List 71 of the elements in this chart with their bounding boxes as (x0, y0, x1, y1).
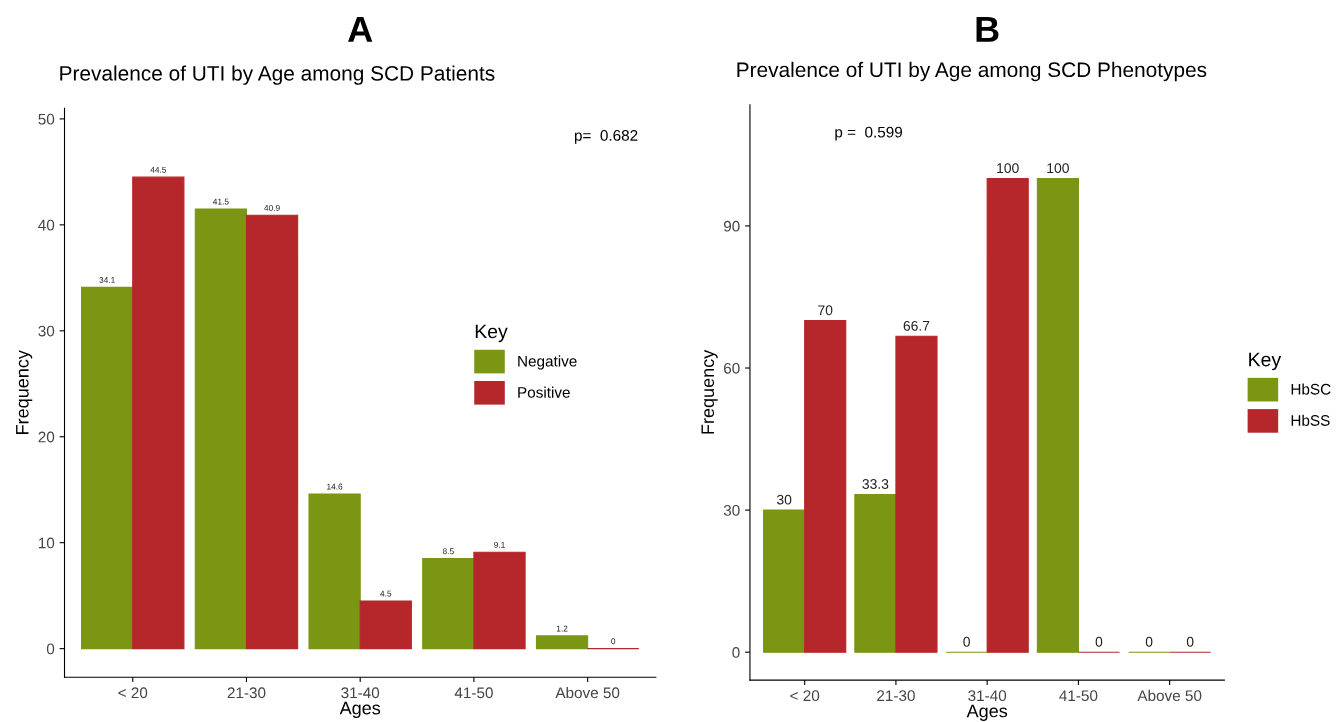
data-label: 100 (1047, 163, 1069, 174)
data-label: 8.5 (442, 548, 454, 555)
x-tick-label: 31-40 (341, 687, 380, 699)
legend-title: Key (1249, 352, 1282, 371)
data-label: 0 (1145, 636, 1153, 647)
bar (763, 509, 806, 653)
annotation: p = 0.599 (835, 126, 903, 141)
data-label: 44.5 (150, 166, 167, 173)
data-label: 9.1 (494, 541, 505, 548)
x-tick-label: < 20 (118, 687, 148, 699)
y-tick-label: 90 (723, 220, 740, 232)
y-tick-label: 30 (723, 504, 740, 516)
bar (132, 176, 185, 650)
bar (1036, 178, 1079, 653)
y-axis-title: Frequency (701, 349, 718, 434)
x-axis-title: Ages (966, 704, 1008, 721)
legend-label: Negative (518, 355, 577, 370)
legend-label: HbSS (1291, 414, 1330, 426)
x-tick-label: 21-30 (877, 690, 915, 702)
bar (535, 635, 589, 650)
bar (473, 551, 526, 650)
y-tick-label: 60 (724, 362, 740, 374)
data-label: 0 (1095, 636, 1103, 647)
x-tick-label: 21-30 (227, 687, 266, 699)
bar (308, 493, 361, 650)
data-label: 0 (1186, 636, 1194, 647)
bar (245, 214, 299, 650)
y-tick-label: 50 (38, 113, 55, 125)
data-label: 0 (963, 636, 970, 647)
data-label: 70 (818, 305, 833, 316)
chart-subtitle: Prevalence of UTI by Age among SCD Phenotypes (737, 61, 1207, 82)
y-axis-title: Frequency (16, 350, 33, 434)
x-axis-title: Ages (339, 701, 381, 719)
chart-title: B (976, 16, 999, 42)
y-tick-label: 0 (732, 647, 740, 658)
y-tick-label: 0 (46, 643, 55, 655)
legend-label: HbSC (1291, 383, 1331, 395)
data-label: 34.1 (99, 277, 115, 283)
data-label: 100 (997, 163, 1019, 174)
bar (422, 558, 475, 650)
data-label: 14.6 (327, 483, 343, 490)
data-label: 0 (611, 638, 616, 645)
y-tick-label: 40 (38, 219, 55, 231)
chart-title: A (348, 16, 373, 42)
data-label: 40.9 (264, 204, 280, 211)
annotation: p= 0.682 (574, 130, 638, 144)
bar (854, 493, 897, 653)
bar (804, 320, 847, 653)
data-label: 33.3 (862, 479, 889, 489)
data-label: 4.5 (380, 590, 392, 597)
x-tick-label: Above 50 (1137, 689, 1202, 702)
x-tick-label: 31-40 (968, 690, 1007, 702)
y-tick-label: 10 (38, 537, 55, 549)
data-label: 1.2 (556, 625, 568, 632)
x-tick-label: 41-50 (454, 687, 493, 699)
y-tick-label: 30 (38, 325, 55, 337)
chart-subtitle: Prevalence of UTI by Age among SCD Patients (60, 65, 495, 85)
y-tick-label: 20 (38, 431, 55, 443)
bar (194, 208, 248, 650)
x-tick-label: 41-50 (1059, 690, 1098, 702)
x-tick-label: Above 50 (555, 686, 620, 699)
data-label: 66.7 (903, 320, 930, 331)
data-label: 41.5 (212, 198, 229, 205)
legend-label: Positive (518, 386, 570, 398)
bar (895, 335, 938, 653)
bar (986, 178, 1029, 653)
legend-title: Key (475, 324, 508, 343)
data-label: 30 (776, 494, 792, 505)
bar (359, 600, 412, 650)
bar (81, 286, 134, 650)
x-tick-label: < 20 (790, 690, 820, 702)
